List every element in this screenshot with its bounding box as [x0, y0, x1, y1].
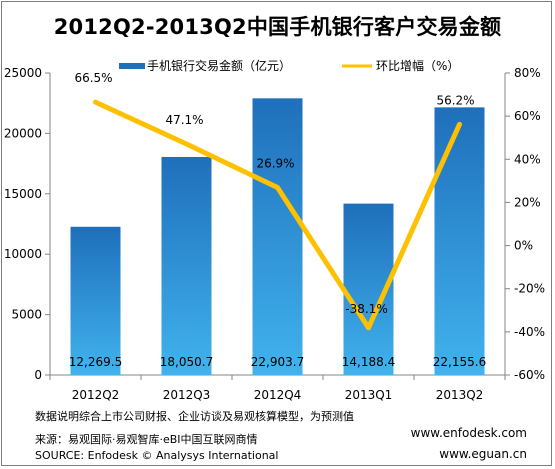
y-right-tick-label: 40%: [514, 152, 541, 166]
growth-point: [94, 100, 97, 104]
site-enfodesk: www.enfodesk.com: [410, 426, 527, 440]
y-left-tick-label: 25000: [4, 66, 42, 80]
bar: [70, 226, 121, 375]
y-left-tick-label: 10000: [4, 247, 42, 261]
bar-value-label: 18,050.7: [160, 355, 213, 369]
legend-swatch-amount: [119, 63, 145, 69]
y-right-tick-label: 80%: [514, 66, 541, 80]
source-en: SOURCE: Enfodesk © Analysys Internationa…: [35, 449, 279, 462]
y-right-tick-label: 0%: [514, 239, 533, 253]
y-right-tick-label: 60%: [514, 109, 541, 123]
y-right-tick-label: 20%: [514, 195, 541, 209]
legend-label-growth: 环比增幅（%）: [376, 58, 459, 73]
site-eguan: www.eguan.cn: [439, 447, 527, 461]
bar: [161, 156, 212, 375]
x-tick-label: 2012Q4: [254, 388, 302, 402]
growth-value-label: 26.9%: [256, 157, 294, 171]
x-tick-label: 2013Q2: [436, 388, 484, 402]
y-left-tick-label: 20000: [4, 126, 42, 140]
source-cn: 来源：易观国际·易观智库·eBI中国互联网商情: [35, 433, 258, 446]
bar-value-label: 22,903.7: [251, 355, 304, 369]
growth-point: [185, 142, 188, 146]
growth-value-label: 56.2%: [436, 93, 474, 107]
bar-value-label: 12,269.5: [69, 355, 122, 369]
growth-value-label: -38.1%: [345, 302, 387, 316]
x-tick-label: 2012Q3: [163, 388, 211, 402]
growth-point: [458, 122, 461, 126]
bar: [434, 107, 485, 375]
growth-point: [367, 326, 370, 330]
data-note: 数据说明综合上市公司财报、企业访谈及易观核算模型，为预测值: [35, 410, 354, 423]
y-left-tick-label: 15000: [4, 187, 42, 201]
x-tick-label: 2013Q1: [345, 388, 393, 402]
legend-label-amount: 手机银行交易金额（亿元）: [147, 58, 291, 73]
y-right-tick-label: -40%: [514, 325, 545, 339]
x-tick-label: 2012Q2: [72, 388, 120, 402]
growth-value-label: 47.1%: [165, 113, 203, 127]
y-right-tick-label: -20%: [514, 282, 545, 296]
y-left-tick-label: 0: [34, 368, 42, 382]
chart-title: 2012Q2-2013Q2中国手机银行客户交易金额: [53, 15, 502, 39]
bar-value-label: 14,188.4: [342, 355, 395, 369]
y-left-tick-label: 5000: [11, 308, 42, 322]
bar: [252, 98, 303, 375]
bar-value-label: 22,155.6: [433, 355, 486, 369]
growth-value-label: 66.5%: [74, 71, 112, 85]
growth-point: [276, 186, 279, 190]
y-right-tick-label: -60%: [514, 368, 545, 382]
